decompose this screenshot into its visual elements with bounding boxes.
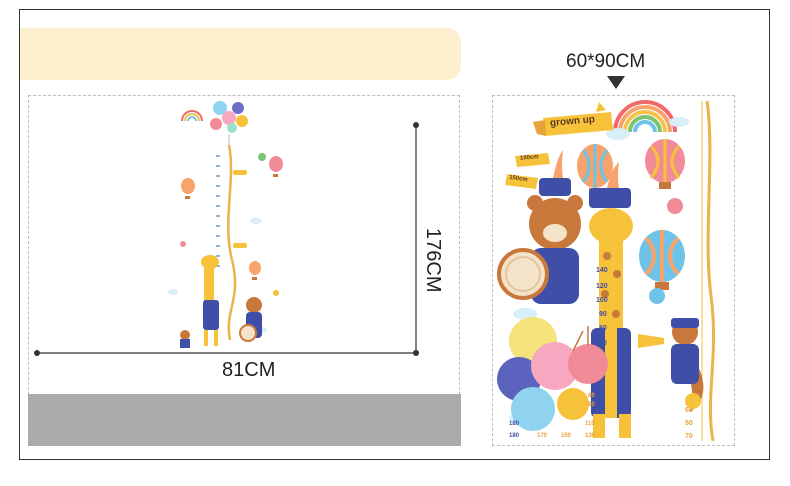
scale-mark: 70 [599, 340, 607, 347]
bottom-number: 170 [537, 433, 548, 439]
sticker-artwork [497, 100, 716, 442]
giraffe-figure [201, 255, 219, 346]
bottom-number: 130 [585, 433, 596, 439]
small-rainbow-icon [181, 110, 203, 122]
size-tag-100 [515, 153, 550, 167]
scale-mark: 70 [685, 433, 693, 440]
product-size-label: 60*90CM [566, 51, 646, 72]
giraffe-figure [589, 162, 633, 438]
bottom-number: 110 [585, 421, 595, 427]
scale-mark: 80 [599, 325, 607, 332]
rainbow-icon [613, 100, 677, 133]
squirrel-trumpeter [638, 318, 704, 412]
scale-mark: 140 [596, 267, 608, 274]
grey-floor-bar [28, 394, 461, 446]
balloon-cluster-icon [210, 101, 248, 145]
grown-up-banner [533, 102, 613, 136]
hot-air-balloon-icon [181, 156, 283, 280]
bear-figure [239, 297, 262, 342]
width-dimension-label: 81CM [222, 359, 276, 381]
squirrel-figure [180, 330, 190, 348]
width-dimension-line [34, 350, 419, 356]
bear-with-drum [497, 150, 583, 304]
bottom-number: 180 [509, 433, 520, 439]
outer-frame [19, 9, 770, 460]
bottom-number: 90 [588, 402, 595, 408]
bottom-number: 150 [561, 433, 572, 439]
sticker-detail-panel: grown up 100cm 150cm 140 120 100 90 80 7… [492, 95, 735, 446]
growth-ruler [227, 144, 247, 341]
vertical-ruler [701, 100, 716, 442]
scale-mark: 100 [596, 297, 608, 304]
scale-dots [216, 155, 220, 267]
scale-mark: 50 [685, 420, 693, 427]
cream-header-bar [20, 28, 461, 80]
bottom-number: 180 [509, 421, 520, 427]
bird-icon [649, 198, 701, 409]
scale-mark: 120 [596, 283, 608, 290]
decorative-balloons [497, 317, 608, 431]
size-tag-150 [505, 174, 538, 189]
scale-mark: 90 [599, 311, 607, 318]
bird-icon [180, 153, 279, 296]
scale-mark: 60 [685, 407, 693, 414]
height-dimension-label: 176CM [422, 228, 444, 293]
height-dimension-line [413, 122, 419, 353]
hot-air-balloon-icon [577, 139, 685, 290]
bottom-number: 80 [588, 393, 595, 399]
